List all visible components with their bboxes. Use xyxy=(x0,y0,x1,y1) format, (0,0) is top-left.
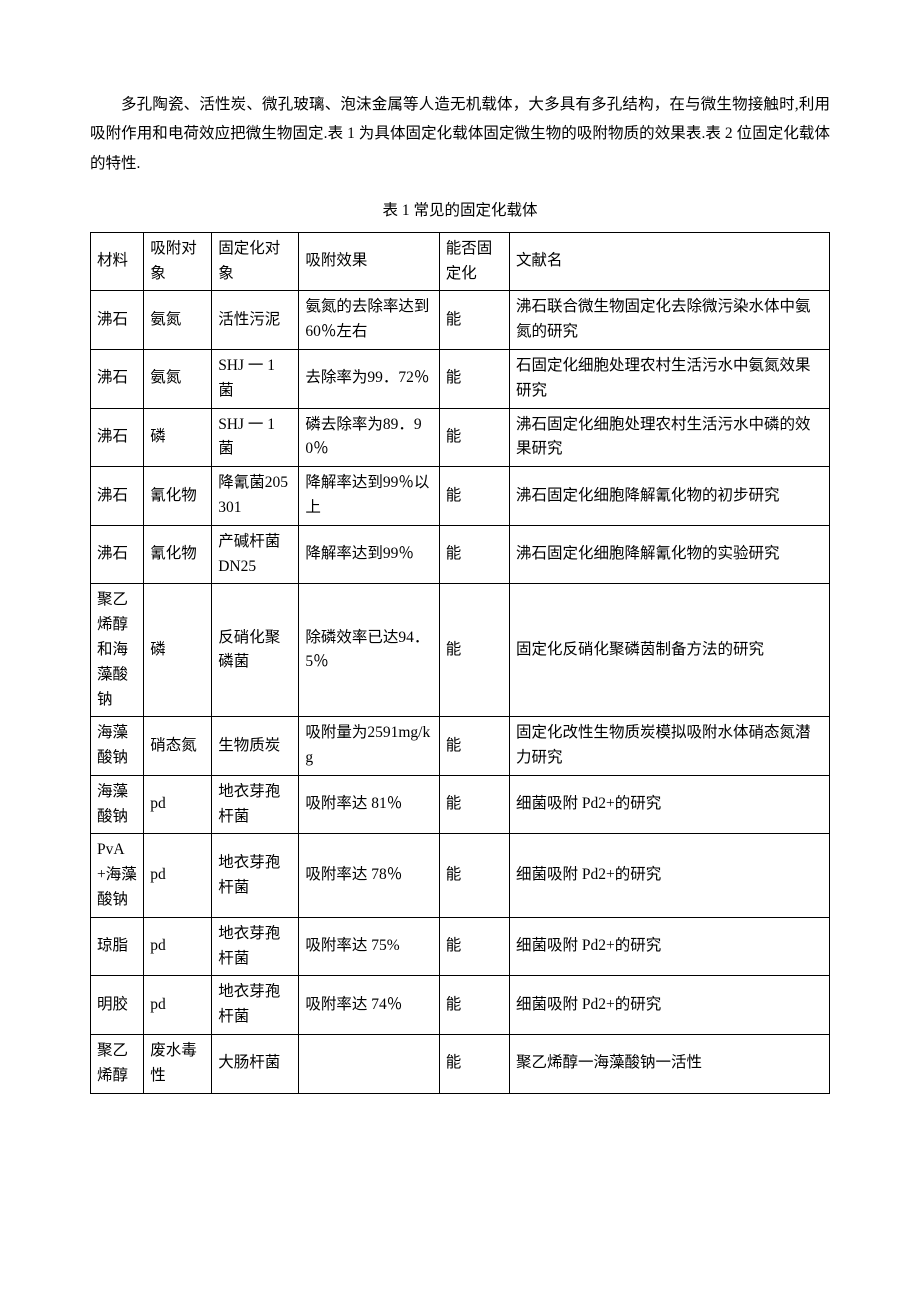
th-adsorbate: 吸附对象 xyxy=(144,232,212,291)
cell-adsorbate: 磷 xyxy=(144,408,212,467)
cell-adsorbate: 氨氮 xyxy=(144,349,212,408)
cell-effect: 氨氮的去除率达到 60％左右 xyxy=(299,291,439,350)
cell-reference: 沸石联合微生物固定化去除微污染水体中氨氮的研究 xyxy=(509,291,829,350)
cell-material: 沸石 xyxy=(91,291,144,350)
cell-material: PvA+海藻酸钠 xyxy=(91,834,144,917)
cell-effect: 去除率为99．72％ xyxy=(299,349,439,408)
cell-immob-target: 大肠杆菌 xyxy=(212,1035,299,1094)
cell-immob-target: 地衣芽孢杆菌 xyxy=(212,775,299,834)
cell-can-immob: 能 xyxy=(439,976,509,1035)
cell-adsorbate: 废水毒性 xyxy=(144,1035,212,1094)
cell-effect: 磷去除率为89．90％ xyxy=(299,408,439,467)
table-row: 琼脂 pd 地衣芽孢杆菌 吸附率达 75% 能 细菌吸附 Pd2+的研究 xyxy=(91,917,830,976)
cell-can-immob: 能 xyxy=(439,717,509,776)
table1-body: 材料 吸附对象 固定化对象 吸附效果 能否固定化 文献名 沸石 氨氮 活性污泥 … xyxy=(91,232,830,1093)
cell-material: 聚乙烯醇和海藻酸钠 xyxy=(91,584,144,717)
cell-reference: 细菌吸附 Pd2+的研究 xyxy=(509,917,829,976)
table-row: 海藻酸钠 pd 地衣芽孢杆菌 吸附率达 81％ 能 细菌吸附 Pd2+的研究 xyxy=(91,775,830,834)
cell-reference: 沸石固定化细胞处理农村生活污水中磷的效果研究 xyxy=(509,408,829,467)
cell-can-immob: 能 xyxy=(439,834,509,917)
th-effect: 吸附效果 xyxy=(299,232,439,291)
cell-reference: 固定化反硝化聚磷茵制备方法的研究 xyxy=(509,584,829,717)
cell-material: 沸石 xyxy=(91,525,144,584)
table1-caption: 表 1 常见的固定化载体 xyxy=(90,196,830,225)
table-row: 海藻酸钠 硝态氮 生物质炭 吸附量为2591mg/kg 能 固定化改性生物质炭模… xyxy=(91,717,830,776)
table-row: 聚乙烯醇 废水毒性 大肠杆菌 能 聚乙烯醇一海藻酸钠一活性 xyxy=(91,1035,830,1094)
cell-immob-target: SHJ 一 1 菌 xyxy=(212,349,299,408)
table-row: 聚乙烯醇和海藻酸钠 磷 反硝化聚磷菌 除磷效率已达94．5％ 能 固定化反硝化聚… xyxy=(91,584,830,717)
cell-effect: 吸附率达 75% xyxy=(299,917,439,976)
cell-reference: 石固定化细胞处理农村生活污水中氨氮效果研究 xyxy=(509,349,829,408)
cell-reference: 固定化改性生物质炭模拟吸附水体硝态氮潜力研究 xyxy=(509,717,829,776)
cell-reference: 细菌吸附 Pd2+的研究 xyxy=(509,976,829,1035)
cell-adsorbate: 硝态氮 xyxy=(144,717,212,776)
cell-can-immob: 能 xyxy=(439,291,509,350)
cell-adsorbate: 氰化物 xyxy=(144,467,212,526)
cell-immob-target: 生物质炭 xyxy=(212,717,299,776)
cell-material: 沸石 xyxy=(91,408,144,467)
cell-effect xyxy=(299,1035,439,1094)
cell-material: 海藻酸钠 xyxy=(91,775,144,834)
cell-adsorbate: pd xyxy=(144,834,212,917)
cell-effect: 降解率达到99％ xyxy=(299,525,439,584)
cell-immob-target: 活性污泥 xyxy=(212,291,299,350)
cell-material: 明胶 xyxy=(91,976,144,1035)
table-row: 沸石 磷 SHJ 一 1 菌 磷去除率为89．90％ 能 沸石固定化细胞处理农村… xyxy=(91,408,830,467)
cell-can-immob: 能 xyxy=(439,408,509,467)
table-row: 沸石 氰化物 产碱杆菌 DN25 降解率达到99％ 能 沸石固定化细胞降解氰化物… xyxy=(91,525,830,584)
cell-can-immob: 能 xyxy=(439,584,509,717)
cell-immob-target: 降氰菌205301 xyxy=(212,467,299,526)
cell-effect: 吸附率达 78％ xyxy=(299,834,439,917)
cell-can-immob: 能 xyxy=(439,917,509,976)
cell-immob-target: 产碱杆菌 DN25 xyxy=(212,525,299,584)
cell-can-immob: 能 xyxy=(439,349,509,408)
th-can-immob: 能否固定化 xyxy=(439,232,509,291)
th-immob-target: 固定化对象 xyxy=(212,232,299,291)
cell-immob-target: 地衣芽孢杆菌 xyxy=(212,917,299,976)
cell-material: 琼脂 xyxy=(91,917,144,976)
cell-material: 海藻酸钠 xyxy=(91,717,144,776)
cell-immob-target: 地衣芽孢杆菌 xyxy=(212,834,299,917)
table-row: 沸石 氰化物 降氰菌205301 降解率达到99％以上 能 沸石固定化细胞降解氰… xyxy=(91,467,830,526)
cell-adsorbate: pd xyxy=(144,917,212,976)
cell-immob-target: 地衣芽孢杆菌 xyxy=(212,976,299,1035)
cell-effect: 吸附量为2591mg/kg xyxy=(299,717,439,776)
cell-material: 沸石 xyxy=(91,349,144,408)
cell-immob-target: 反硝化聚磷菌 xyxy=(212,584,299,717)
th-material: 材料 xyxy=(91,232,144,291)
cell-adsorbate: pd xyxy=(144,976,212,1035)
table-header-row: 材料 吸附对象 固定化对象 吸附效果 能否固定化 文献名 xyxy=(91,232,830,291)
cell-effect: 吸附率达 74％ xyxy=(299,976,439,1035)
cell-can-immob: 能 xyxy=(439,467,509,526)
cell-can-immob: 能 xyxy=(439,775,509,834)
cell-adsorbate: 氨氮 xyxy=(144,291,212,350)
table-row: 沸石 氨氮 活性污泥 氨氮的去除率达到 60％左右 能 沸石联合微生物固定化去除… xyxy=(91,291,830,350)
cell-material: 沸石 xyxy=(91,467,144,526)
table-row: PvA+海藻酸钠 pd 地衣芽孢杆菌 吸附率达 78％ 能 细菌吸附 Pd2+的… xyxy=(91,834,830,917)
cell-immob-target: SHJ 一 1 菌 xyxy=(212,408,299,467)
cell-can-immob: 能 xyxy=(439,1035,509,1094)
table1: 材料 吸附对象 固定化对象 吸附效果 能否固定化 文献名 沸石 氨氮 活性污泥 … xyxy=(90,232,830,1094)
cell-reference: 聚乙烯醇一海藻酸钠一活性 xyxy=(509,1035,829,1094)
cell-adsorbate: 氰化物 xyxy=(144,525,212,584)
cell-effect: 吸附率达 81％ xyxy=(299,775,439,834)
cell-effect: 降解率达到99％以上 xyxy=(299,467,439,526)
cell-reference: 沸石固定化细胞降解氰化物的初步研究 xyxy=(509,467,829,526)
cell-reference: 沸石固定化细胞降解氰化物的实验研究 xyxy=(509,525,829,584)
table-row: 沸石 氨氮 SHJ 一 1 菌 去除率为99．72％ 能 石固定化细胞处理农村生… xyxy=(91,349,830,408)
intro-paragraph: 多孔陶瓷、活性炭、微孔玻璃、泡沫金属等人造无机载体，大多具有多孔结构，在与微生物… xyxy=(90,90,830,178)
cell-reference: 细菌吸附 Pd2+的研究 xyxy=(509,834,829,917)
cell-reference: 细菌吸附 Pd2+的研究 xyxy=(509,775,829,834)
table-row: 明胶 pd 地衣芽孢杆菌 吸附率达 74％ 能 细菌吸附 Pd2+的研究 xyxy=(91,976,830,1035)
cell-adsorbate: 磷 xyxy=(144,584,212,717)
th-reference: 文献名 xyxy=(509,232,829,291)
cell-material: 聚乙烯醇 xyxy=(91,1035,144,1094)
cell-can-immob: 能 xyxy=(439,525,509,584)
cell-effect: 除磷效率已达94．5％ xyxy=(299,584,439,717)
cell-adsorbate: pd xyxy=(144,775,212,834)
